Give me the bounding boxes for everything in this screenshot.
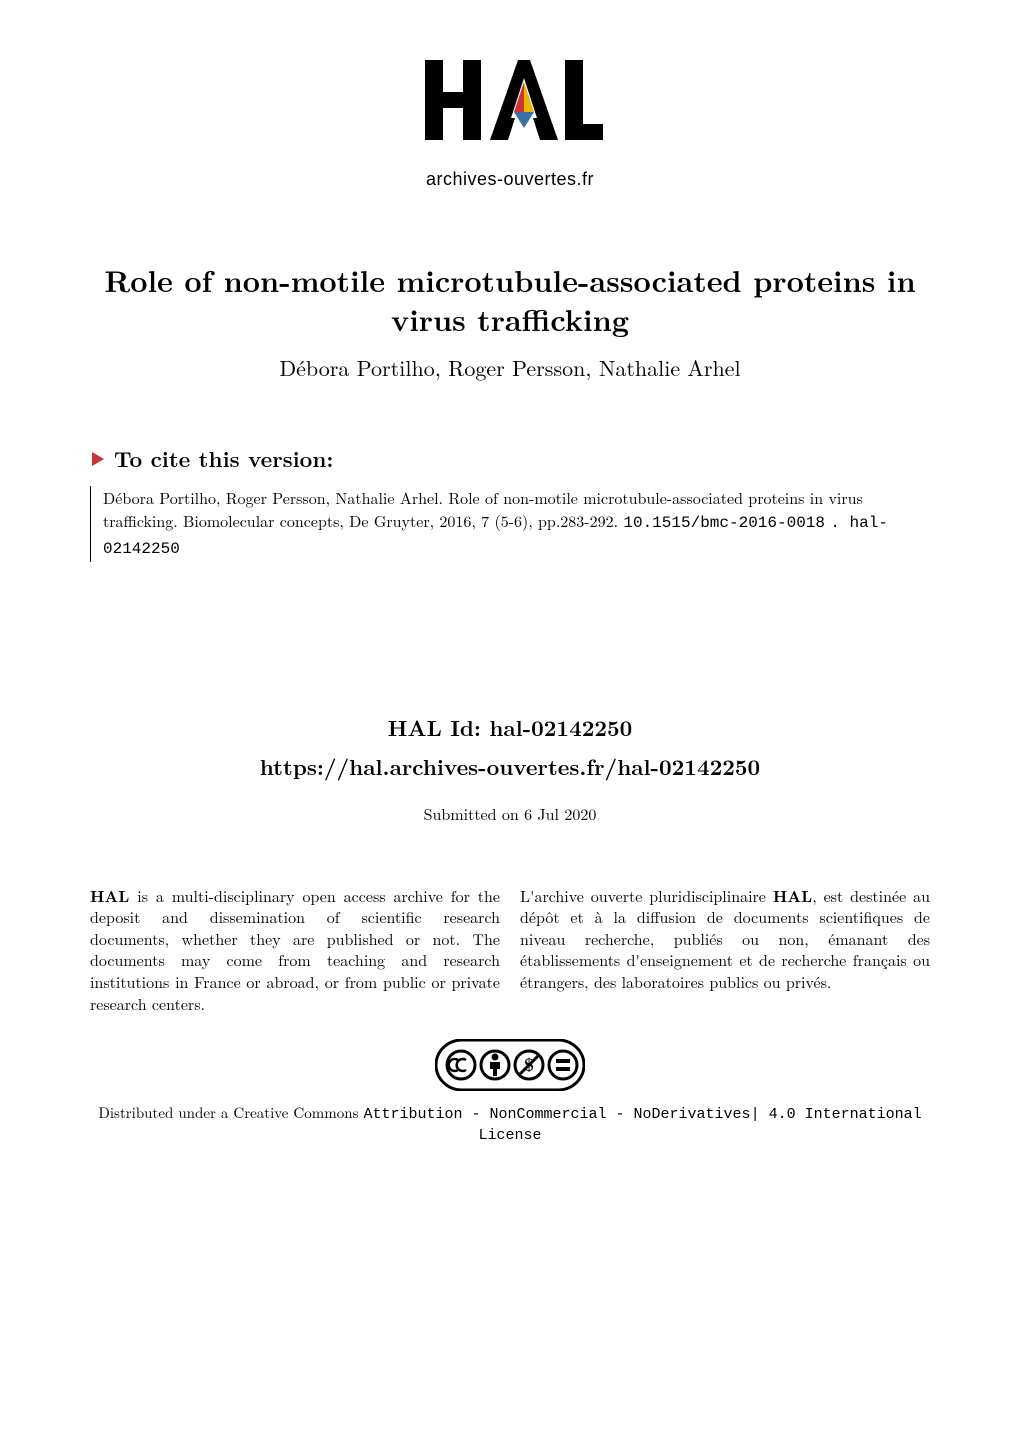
license-pre: Distributed under a Creative Commons [98,1102,363,1123]
description-left: HAL is a multi-disciplinary open access … [90,885,500,1015]
desc-right-bold: HAL [773,884,812,907]
cite-heading: To cite this version: [114,443,333,474]
desc-left-bold: HAL [90,884,129,907]
hal-logo-block: archives-ouvertes.fr [90,50,930,190]
logo-caption: archives-ouvertes.fr [90,169,930,190]
desc-right-pre: L'archive ouverte pluridisciplinaire [520,884,773,907]
hal-id-block: HAL Id: hal-02142250 https://hal.archive… [90,712,930,782]
citation-doi: 10.1515/bmc-2016-0018 [623,514,825,532]
title-line2: virus trafficking [391,297,629,340]
cc-by-nc-nd-icon: $ [435,1039,585,1091]
submitted-date: Submitted on 6 Jul 2020 [90,802,930,825]
hal-url[interactable]: https://hal.archives-ouvertes.fr/hal-021… [90,751,930,782]
desc-left-post: is a multi-disciplinary open access arch… [90,884,500,1015]
license-text: Distributed under a Creative Commons Att… [90,1102,930,1144]
license-mono: Attribution - NonCommercial - NoDerivati… [364,1106,922,1144]
authors: Débora Portilho, Roger Persson, Nathalie… [90,352,930,383]
triangle-right-icon [90,451,106,467]
citation-block: Débora Portilho, Roger Persson, Nathalie… [90,486,930,562]
hal-logo-icon [415,50,605,160]
license-block: $ Distributed under a Creative Commons A… [90,1039,930,1144]
hal-id: HAL Id: hal-02142250 [90,712,930,743]
title-line1: Role of non-motile microtubule-associate… [104,258,915,301]
paper-title: Role of non-motile microtubule-associate… [90,260,930,338]
description-columns: HAL is a multi-disciplinary open access … [90,885,930,1015]
description-right: L'archive ouverte pluridisciplinaire HAL… [520,885,930,1015]
cite-heading-row: To cite this version: [90,443,930,474]
